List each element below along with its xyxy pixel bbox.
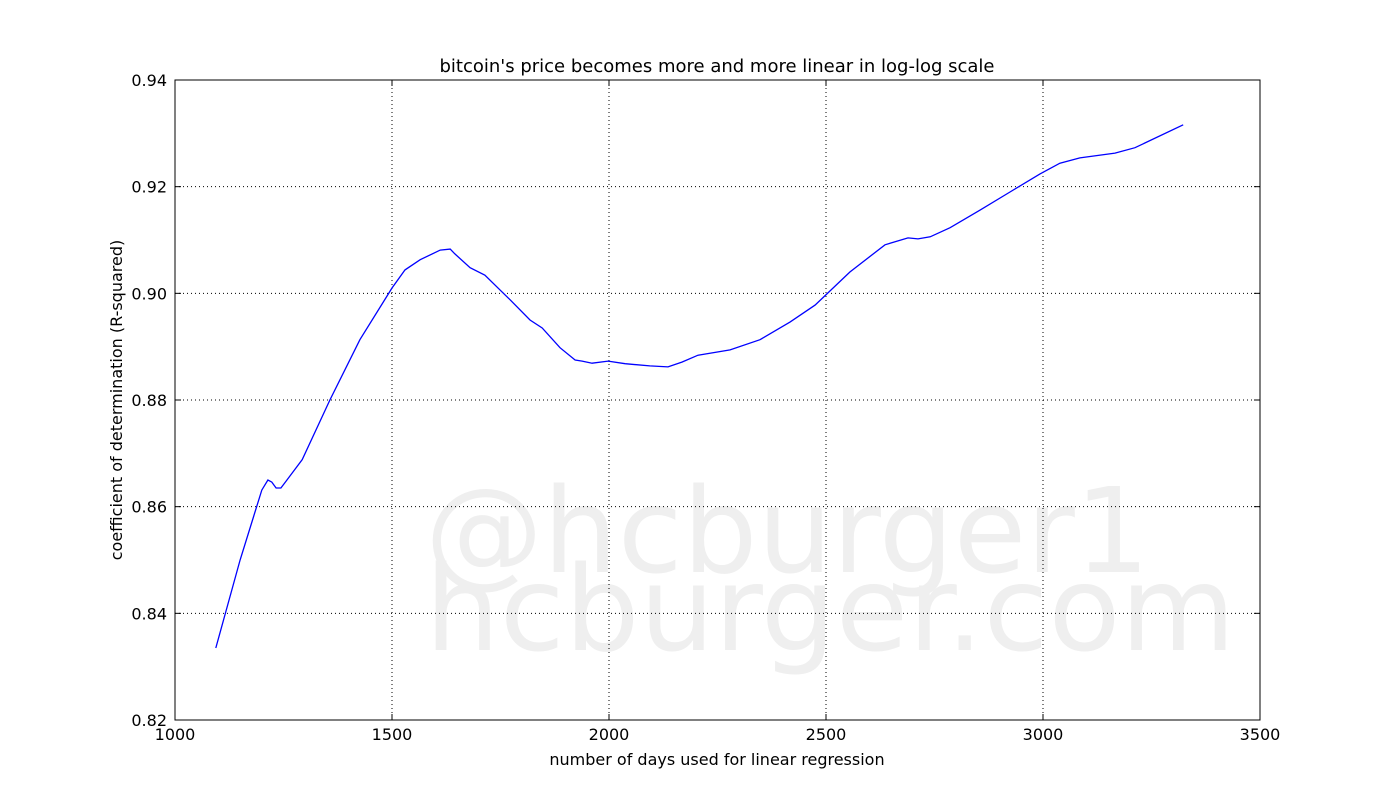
y-tick-label: 0.94 (131, 71, 167, 90)
y-tick-label: 0.84 (131, 604, 167, 623)
y-tick-label: 0.90 (131, 284, 167, 303)
x-tick-label: 1000 (155, 725, 196, 744)
watermark: @hcburger1 (425, 462, 1150, 600)
plot-frame (174, 79, 1261, 721)
x-tick-label: 2000 (589, 725, 630, 744)
x-axis-label: number of days used for linear regressio… (549, 750, 884, 769)
x-tick-label: 3000 (1023, 725, 1064, 744)
x-tick-label: 1500 (372, 725, 413, 744)
x-tick-label: 3500 (1240, 725, 1281, 744)
y-tick-label: 0.92 (131, 178, 167, 197)
watermark: hcburger.com (425, 540, 1236, 678)
y-tick-label: 0.82 (131, 711, 167, 730)
chart-title: bitcoin's price becomes more and more li… (439, 56, 994, 77)
x-tick-label: 2500 (806, 725, 847, 744)
y-axis-label: coefficient of determination (R-squared) (107, 240, 126, 561)
y-tick-label: 0.86 (131, 498, 167, 517)
data-line (215, 124, 1184, 649)
y-tick-label: 0.88 (131, 391, 167, 410)
